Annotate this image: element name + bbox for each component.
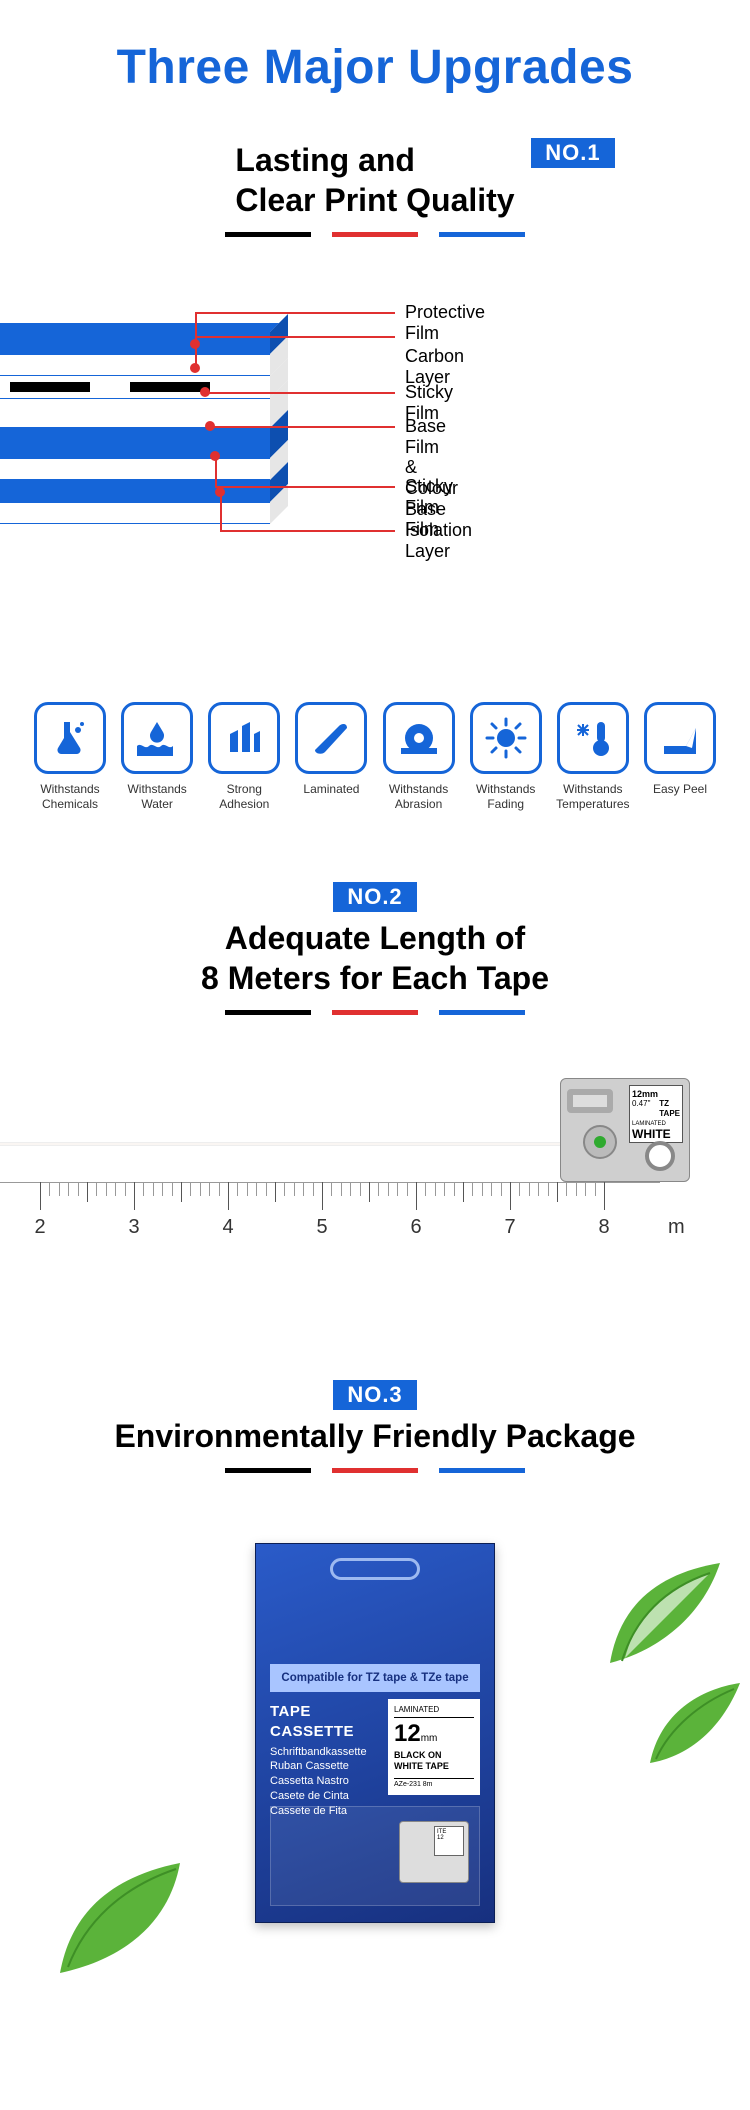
cassette-label: 12mm 0.47" TZ TAPE LAMINATED WHITE xyxy=(629,1085,683,1143)
package-art: Compatible for TZ tape & TZe tape TAPE C… xyxy=(0,1523,750,1983)
ruler-number: 8 xyxy=(598,1216,609,1239)
page-title: Three Major Upgrades xyxy=(0,0,750,140)
ruler-unit: m xyxy=(668,1216,685,1239)
feature-row: Withstands Chemicals Withstands Water St… xyxy=(0,702,750,812)
ruler-diagram: 12mm 0.47" TZ TAPE LAMINATED WHITE 2 3 4 5 6… xyxy=(0,1070,750,1350)
no2-badge: NO.2 xyxy=(333,882,416,912)
layer-diagram: Protective Film Carbon Layer Sticky Film… xyxy=(0,292,750,692)
leaf-icon xyxy=(570,1563,720,1683)
tri-underline xyxy=(225,1010,525,1015)
feature-caption: Withstands Water xyxy=(117,782,197,812)
section2-heading: NO.2 Adequate Length of 8 Meters for Eac… xyxy=(0,882,750,1015)
fading-icon xyxy=(484,716,528,760)
leaf-icon xyxy=(60,1863,200,1973)
feature-caption: Withstands Abrasion xyxy=(379,782,459,812)
feature-caption: Easy Peel xyxy=(640,782,720,797)
section3-title-line1: Environmentally Friendly Package xyxy=(0,1416,750,1456)
pkg-window: ITE12 xyxy=(270,1806,480,1906)
section1-title-line1: Lasting and xyxy=(235,140,514,180)
feature-caption: Withstands Fading xyxy=(466,782,546,812)
ruler-number: 6 xyxy=(410,1216,421,1239)
temperature-icon xyxy=(571,716,615,760)
feature-adhesion: Strong Adhesion xyxy=(204,702,284,812)
section1-heading: NO.1 Lasting and Clear Print Quality xyxy=(0,140,750,237)
ruler-number: 4 xyxy=(222,1216,233,1239)
adhesion-icon xyxy=(222,716,266,760)
feature-abrasion: Withstands Abrasion xyxy=(379,702,459,812)
abrasion-icon xyxy=(397,716,441,760)
no3-badge: NO.3 xyxy=(333,1380,416,1410)
section2-title-line2: 8 Meters for Each Tape xyxy=(0,958,750,998)
ruler-number: 3 xyxy=(128,1216,139,1239)
feature-chemicals: Withstands Chemicals xyxy=(30,702,110,812)
product-package: Compatible for TZ tape & TZe tape TAPE C… xyxy=(255,1543,495,1923)
easypeel-icon xyxy=(658,716,702,760)
feature-caption: Laminated xyxy=(291,782,371,797)
feature-caption: Withstands Temperatures xyxy=(553,782,633,812)
ruler-number: 5 xyxy=(316,1216,327,1239)
feature-temperature: Withstands Temperatures xyxy=(553,702,633,812)
tri-underline xyxy=(225,232,525,237)
section1-title-line2: Clear Print Quality xyxy=(235,180,514,220)
pkg-spec-panel: LAMINATED 12mm BLACK ON WHITE TAPE AZe-2… xyxy=(388,1699,480,1795)
feature-water: Withstands Water xyxy=(117,702,197,812)
section2-title-line1: Adequate Length of xyxy=(0,918,750,958)
layer-stack xyxy=(0,332,270,524)
hanger-hole xyxy=(330,1558,420,1580)
feature-fading: Withstands Fading xyxy=(466,702,546,812)
feature-easypeel: Easy Peel xyxy=(640,702,720,812)
section3-heading: NO.3 Environmentally Friendly Package xyxy=(0,1380,750,1473)
ruler-number: 7 xyxy=(504,1216,515,1239)
tri-underline xyxy=(225,1468,525,1473)
no1-badge: NO.1 xyxy=(531,138,614,168)
pkg-left-text: TAPE CASSETTE Schriftbandkassette Ruban … xyxy=(270,1702,367,1819)
tape-strip xyxy=(0,1142,595,1146)
laminated-icon xyxy=(309,716,353,760)
ruler-number: 2 xyxy=(34,1216,45,1239)
feature-caption: Withstands Chemicals xyxy=(30,782,110,812)
ruler: 2 3 4 5 6 7 8 xyxy=(0,1182,660,1262)
feature-laminated: Laminated xyxy=(291,702,371,812)
chemicals-icon xyxy=(48,716,92,760)
leaf-icon xyxy=(630,1683,740,1773)
water-icon xyxy=(135,716,179,760)
feature-caption: Strong Adhesion xyxy=(204,782,284,812)
compat-stripe: Compatible for TZ tape & TZe tape xyxy=(270,1664,480,1692)
tape-cassette: 12mm 0.47" TZ TAPE LAMINATED WHITE xyxy=(560,1078,690,1182)
